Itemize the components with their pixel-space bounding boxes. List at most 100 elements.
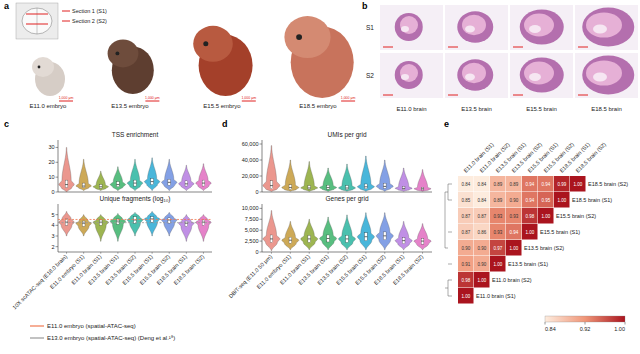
heatmap-cell	[490, 256, 506, 272]
heatmap-cell	[506, 240, 522, 256]
median	[421, 188, 424, 189]
section-image	[575, 53, 638, 98]
heatmap-cell	[538, 208, 554, 224]
heatmap-cell	[458, 176, 474, 192]
tissue-inner	[524, 62, 554, 85]
tissue	[582, 56, 634, 95]
section-image	[445, 5, 508, 50]
legend-swatch	[30, 337, 44, 338]
violin	[127, 159, 142, 190]
cell-label: 1.00	[574, 182, 583, 187]
iqr-box	[185, 221, 188, 226]
y-tick-label: 10	[48, 174, 54, 180]
violin	[263, 211, 280, 251]
x-tick	[290, 252, 291, 254]
cell-label: 0.97	[494, 246, 503, 251]
y-tick-label: 5	[51, 212, 54, 218]
panel-label: a	[4, 1, 10, 11]
y-tick-label: 20,000	[242, 173, 259, 179]
iqr-box	[365, 184, 368, 189]
section-image	[575, 5, 638, 50]
cell-label: 0.91	[462, 262, 471, 267]
violin	[76, 159, 91, 190]
y-tick	[260, 230, 263, 231]
y-tick	[260, 252, 263, 253]
figure: abcdeSection 1 (S1)Section 2 (S2)E11.0 e…	[0, 0, 640, 354]
colorbar-tick	[585, 322, 586, 325]
cell-label: 0.89	[494, 198, 503, 203]
x-tick-label: E13.5 brain (S1)	[87, 253, 120, 286]
iqr-box	[327, 185, 330, 189]
violin	[376, 213, 393, 250]
scale-bar	[59, 101, 73, 102]
violin	[127, 213, 142, 236]
row-label: S1	[366, 24, 374, 31]
violin	[282, 221, 299, 249]
row-label: E11.0 brain (S2)	[492, 277, 532, 283]
x-tick	[422, 252, 423, 254]
column-label: E11.0 brain	[396, 106, 426, 112]
x-tick-label: E15.5 brain (S2)	[138, 253, 171, 286]
column-label: E13.5 brain	[461, 106, 492, 112]
heatmap-cell	[490, 224, 506, 240]
x-tick	[169, 252, 170, 254]
violin	[395, 221, 412, 249]
ventricle	[401, 26, 409, 32]
iqr-box	[346, 235, 349, 242]
inset-label: Section 1 (S1)	[72, 8, 107, 14]
tissue	[457, 59, 493, 91]
violin	[93, 215, 108, 242]
subplot-title: Unique fragments (log₁₀)	[99, 195, 170, 203]
x-tick	[117, 252, 118, 254]
panel-b: S1S2E11.0 brainE13.5 brainE15.5 brainE18…	[366, 5, 638, 112]
row-label: E18.5 brain (S2)	[588, 181, 628, 187]
iqr-box	[185, 181, 188, 186]
heatmap-cell	[490, 192, 506, 208]
cell-label: 0.87	[478, 214, 487, 219]
median	[365, 186, 368, 187]
ventricle	[593, 73, 607, 82]
embryo-label: E13.5 embryo	[111, 103, 149, 109]
cell-label: 0.86	[478, 230, 487, 235]
colorbar-tick	[545, 322, 546, 325]
subplot-title: TSS enrichment	[112, 131, 159, 138]
tissue-inner	[586, 60, 622, 85]
cell-label: 0.85	[462, 198, 471, 203]
reference-line	[58, 222, 212, 223]
median	[134, 183, 137, 184]
y-axis	[262, 204, 263, 252]
tissue-inner	[524, 14, 554, 37]
cell-label: 1.00	[558, 198, 567, 203]
x-tick-label: E18.5 brain (S2)	[173, 253, 206, 286]
plot-area	[263, 146, 431, 192]
heatmap: 0.840.840.890.890.940.940.991.00E18.5 br…	[445, 141, 628, 332]
panel-label: e	[444, 119, 449, 129]
violin	[144, 158, 159, 191]
embryo-head	[32, 57, 54, 77]
y-tick-label: 30	[48, 144, 54, 150]
embryo-head	[108, 39, 139, 67]
median	[151, 181, 154, 182]
tissue	[582, 8, 634, 47]
x-tick-label: E15.5 brain (S1)	[121, 253, 154, 286]
tissue-inner	[586, 12, 622, 37]
scale-bar	[513, 95, 523, 96]
violin	[320, 217, 337, 250]
x-tick	[403, 252, 404, 254]
cell-label: 1.00	[462, 294, 471, 299]
scale-bar	[578, 95, 588, 96]
cell-label: 0.90	[462, 246, 471, 251]
y-tick	[56, 177, 59, 178]
reference-line	[58, 219, 212, 220]
x-tick	[203, 252, 204, 254]
scale-bar-label: 1,000 μm	[241, 96, 256, 100]
violin-chart: UMIs per grid020,00040,00060,000Genes pe…	[227, 131, 432, 299]
section-image	[380, 5, 443, 50]
heatmap-cell	[458, 256, 474, 272]
column-label: E18.5 brain (S2)	[574, 141, 607, 174]
heatmap-cell	[474, 208, 490, 224]
cell-label: 0.93	[494, 214, 503, 219]
iqr-box	[346, 186, 349, 190]
ventricle	[465, 26, 475, 33]
y-tick-label: 60,000	[242, 141, 259, 147]
